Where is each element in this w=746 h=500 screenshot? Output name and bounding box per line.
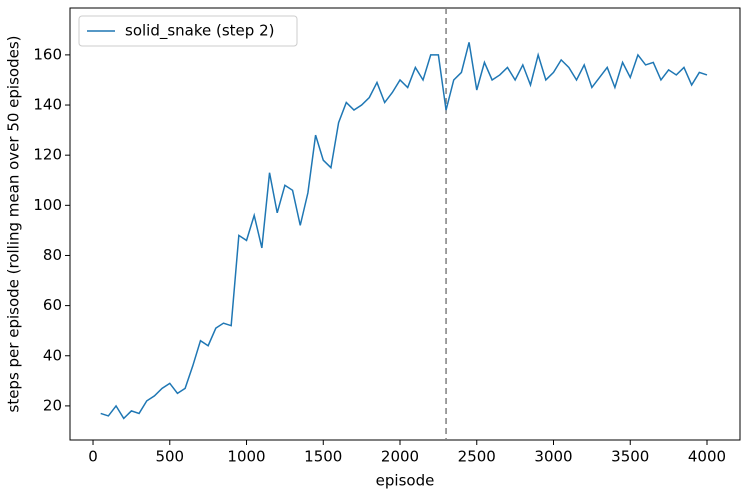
- y-tick-label: 160: [33, 45, 62, 63]
- x-tick-label: 1500: [304, 448, 342, 466]
- y-tick-label: 80: [43, 246, 62, 264]
- legend-label: solid_snake (step 2): [125, 22, 274, 41]
- x-axis-label: episode: [376, 472, 435, 490]
- x-tick-label: 4000: [688, 448, 726, 466]
- y-tick-label: 20: [43, 396, 62, 414]
- y-tick-label: 60: [43, 296, 62, 314]
- y-tick-label: 120: [33, 146, 62, 164]
- x-tick-label: 0: [88, 448, 98, 466]
- y-tick-label: 100: [33, 196, 62, 214]
- y-tick-label: 40: [43, 346, 62, 364]
- y-axis-label: steps per episode (rolling mean over 50 …: [5, 35, 23, 412]
- x-tick-label: 3000: [534, 448, 572, 466]
- x-tick-label: 1000: [227, 448, 265, 466]
- x-tick-label: 2000: [381, 448, 419, 466]
- plot-frame: [69, 7, 741, 441]
- line-series: [100, 42, 708, 420]
- x-tick-label: 500: [155, 448, 184, 466]
- x-tick-label: 3500: [611, 448, 649, 466]
- legend-box: [78, 15, 298, 47]
- y-tick-label: 140: [33, 96, 62, 114]
- x-tick-label: 2500: [458, 448, 496, 466]
